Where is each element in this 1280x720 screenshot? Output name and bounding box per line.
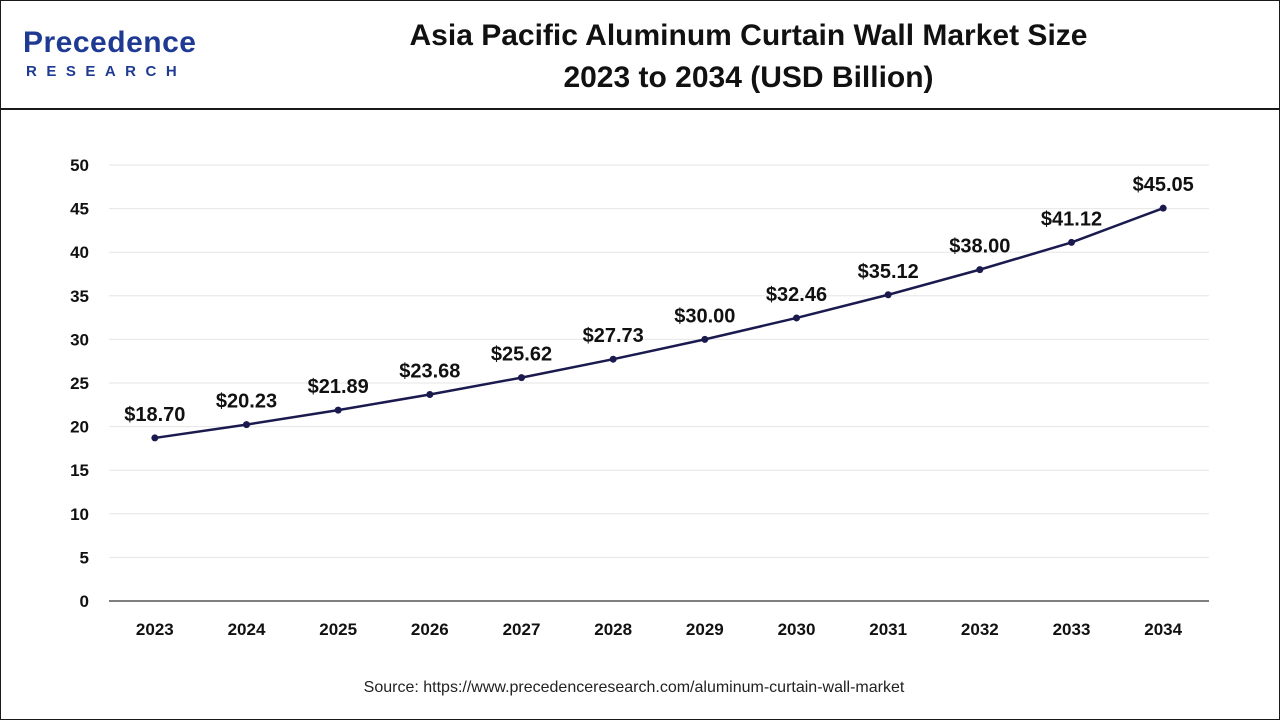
x-tick-label: 2023 [136,620,174,639]
x-tick-label: 2025 [319,620,357,639]
y-tick-label: 0 [80,592,89,611]
data-point [1068,238,1075,246]
data-point [701,335,709,343]
x-tick-label: 2027 [503,620,541,639]
data-point [976,266,984,274]
series-polyline [154,206,1164,440]
data-label: $20.23 [216,391,277,413]
data-point [793,314,800,322]
data-point [426,391,434,399]
brand-logo: Precedence RESEARCH [23,23,223,87]
chart-title: Asia Pacific Aluminum Curtain Wall Marke… [301,15,1196,99]
data-point [884,291,892,299]
data-point [518,374,525,382]
data-label: $30.00 [674,305,735,327]
y-tick-label: 5 [80,548,89,567]
data-point [334,406,342,414]
data-labels: $18.70 $20.23 $21.89 $23.68 $25.62 $27.73 $30.… [124,174,1194,426]
y-tick-label: 35 [70,287,89,306]
chart-title-line2: 2023 to 2034 (USD Billion) [563,61,934,94]
brand-name: Precedence [23,26,197,59]
chart-title-line1: Asia Pacific Aluminum Curtain Wall Marke… [409,19,1088,52]
y-tick-label: 40 [70,243,89,262]
data-label: $38.00 [949,236,1010,258]
x-tick-label: 2034 [1144,620,1182,639]
x-tick-label: 2031 [869,620,907,639]
y-tick-label: 30 [70,330,89,349]
data-label: $45.05 [1133,174,1194,196]
y-tick-label: 45 [70,200,89,219]
data-label: $18.70 [124,404,185,426]
x-tick-label: 2024 [228,620,266,639]
data-label: $41.12 [1041,208,1102,230]
source-note: Source: https://www.precedenceresearch.c… [363,679,905,696]
data-label: $32.46 [766,284,827,306]
y-tick-label: 15 [70,461,89,480]
brand-tagline: RESEARCH [26,63,187,80]
x-tick-label: 2030 [778,620,816,639]
y-axis: 0 5 10 15 20 25 30 35 40 45 50 [70,156,89,611]
x-tick-label: 2032 [961,620,999,639]
x-axis: 2023 2024 2025 2026 2027 2028 2029 2030 2031 2032… [109,600,1209,639]
data-label: $21.89 [308,376,369,398]
data-label: $35.12 [858,261,919,283]
data-point [1159,204,1167,212]
gridlines [109,164,1209,558]
data-label: $23.68 [399,361,460,383]
y-tick-label: 50 [70,156,89,175]
x-tick-label: 2028 [594,620,632,639]
x-tick-label: 2026 [411,620,449,639]
x-tick-label: 2029 [686,620,724,639]
header: Precedence RESEARCH Asia Pacific Aluminu… [1,1,1279,110]
data-point [609,355,617,363]
data-label: $27.73 [583,325,644,347]
y-tick-label: 10 [70,505,89,524]
data-point [243,421,250,429]
x-tick-label: 2033 [1053,620,1091,639]
data-point [151,434,159,442]
series-line [151,204,1167,442]
y-tick-label: 25 [70,374,89,393]
y-tick-label: 20 [70,418,89,437]
data-label: $25.62 [491,344,552,366]
